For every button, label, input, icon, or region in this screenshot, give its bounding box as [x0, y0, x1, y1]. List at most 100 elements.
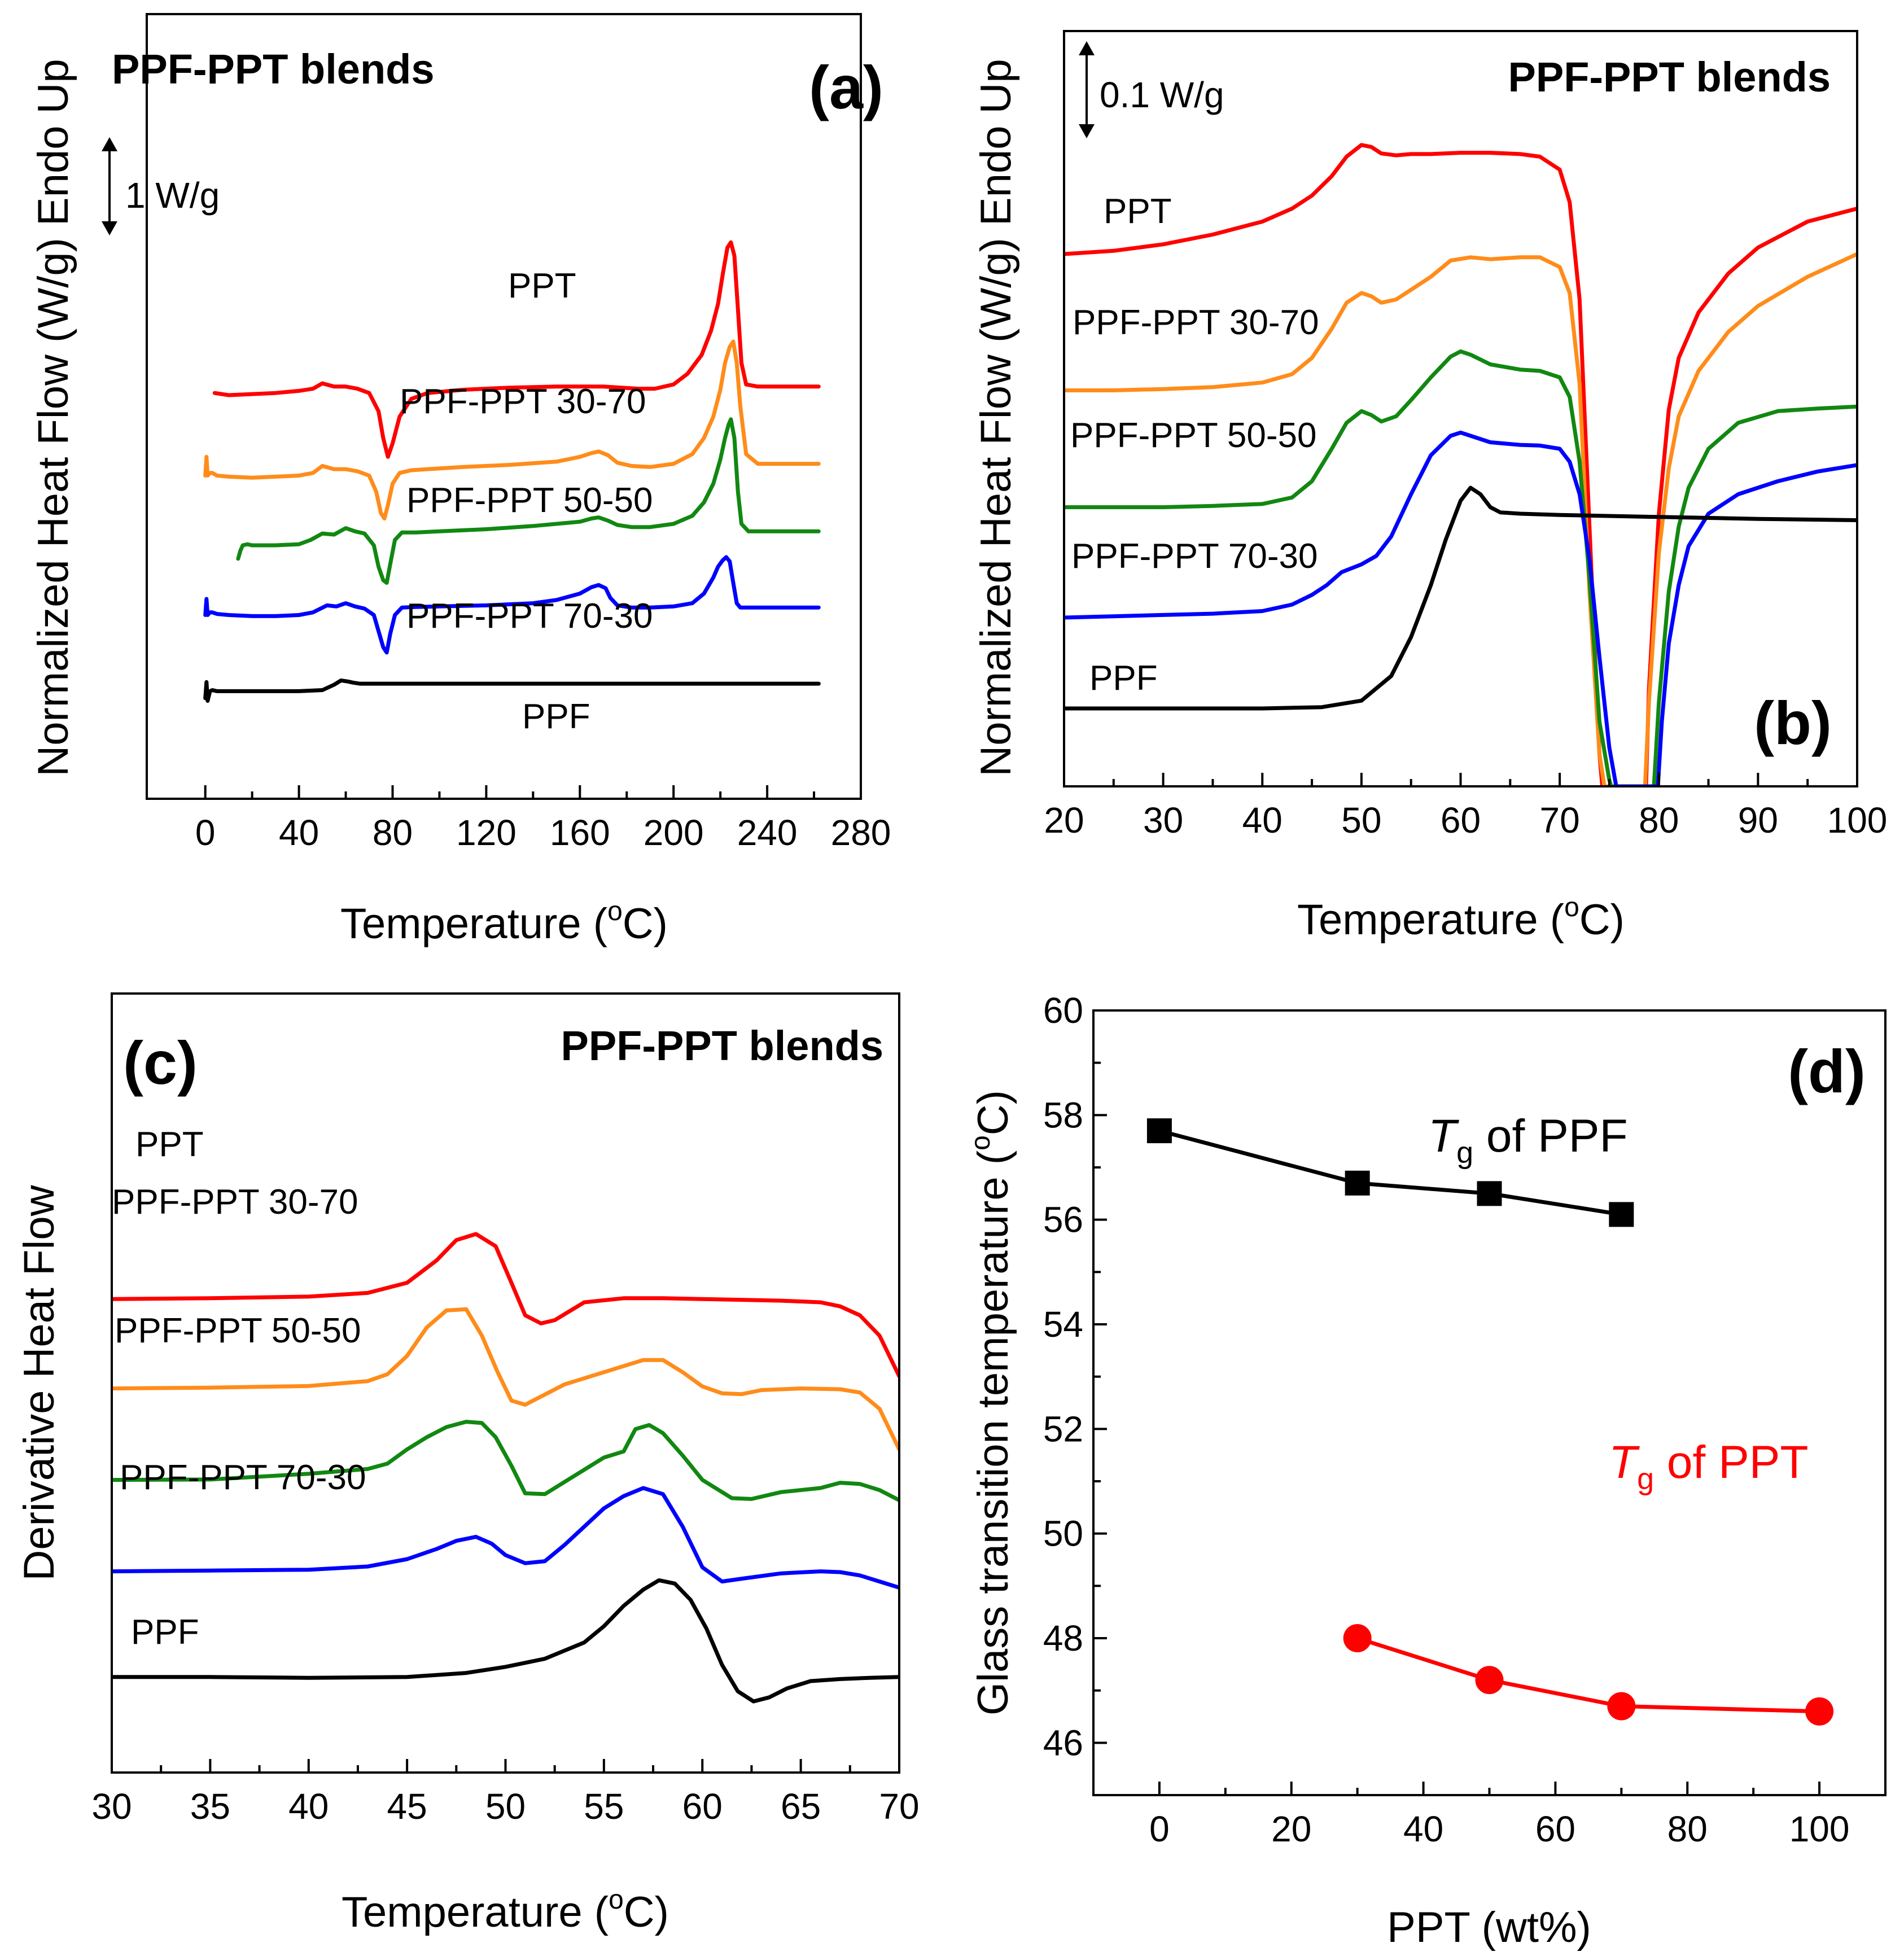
panel-a-label-7030: PPF-PPT 70-30: [406, 597, 653, 636]
panel-a-label-5050: PPF-PPT 50-50: [406, 481, 653, 520]
panel-b-xtick-label: 100: [1827, 800, 1888, 841]
panel-d-label-tg-ppf: Tg of PPF: [1428, 1110, 1628, 1170]
panel-b-label-7030: PPF-PPT 70-30: [1071, 537, 1318, 576]
panel-b-label-5050: PPF-PPT 50-50: [1070, 416, 1316, 455]
panel-a-xlabel: Temperature (oC): [340, 896, 668, 948]
panel-a-xtick-label: 240: [737, 812, 798, 853]
panel-d-ytick-label: 52: [1043, 1408, 1083, 1449]
panel-b-ticks: 20 30 40 50 60 70 80 90 100: [1044, 773, 1887, 841]
panel-a-label: (a): [809, 53, 883, 121]
panel-b-ylabel: Normalized Heat Flow (W/g) Endo Up: [972, 59, 1020, 776]
panel-c-label-3070: PPF-PPT 30-70: [112, 1183, 358, 1222]
panel-d-ylabel: Glass transition temperature (oC): [966, 1090, 1017, 1716]
panel-a-scale-label: 1 W/g: [125, 175, 220, 216]
panel-d-xtick-label: 0: [1149, 1809, 1170, 1849]
panel-b-xtick-label: 90: [1738, 800, 1778, 841]
panel-b: 20 30 40 50 60 70 80 90 100 PPF-PPT blends (b) 0…: [972, 30, 1887, 944]
panel-d-point-tg-ppf: [1477, 1181, 1502, 1206]
panel-c-label-ppf: PPF: [131, 1613, 199, 1652]
panel-c-xtick-label: 45: [387, 1786, 427, 1827]
panel-b-scale-label: 0.1 W/g: [1100, 75, 1224, 115]
panel-c-xtick-label: 55: [584, 1786, 624, 1827]
panel-a-xtick-label: 280: [831, 812, 891, 853]
panel-d-point-tg-ppt: [1607, 1692, 1636, 1721]
panel-c-xtick-label: 60: [682, 1786, 723, 1827]
panel-d-label: (d): [1788, 1037, 1866, 1105]
panel-d-ytick-label: 46: [1043, 1722, 1083, 1763]
panel-a-ylabel: Normalized Heat Flow (W/g) Endo Up: [29, 59, 77, 776]
panel-a-series-ppf: [203, 678, 821, 703]
panel-a-label-3070: PPF-PPT 30-70: [400, 382, 646, 421]
panel-d-point-tg-ppt: [1475, 1666, 1504, 1695]
panel-d-point-tg-ppt: [1805, 1697, 1834, 1726]
panel-a-xtick-label: 0: [195, 812, 216, 853]
panel-d-ytick-label: 54: [1043, 1304, 1083, 1345]
panel-c-xtick-label: 70: [879, 1786, 919, 1827]
panel-d-ytick-label: 56: [1043, 1200, 1083, 1240]
panel-b-xtick-label: 20: [1044, 800, 1084, 841]
panel-b-label-3070: PPF-PPT 30-70: [1073, 303, 1319, 342]
panel-b-scale-bar: 0.1 W/g: [1079, 41, 1224, 138]
panel-b-xtick-label: 80: [1639, 800, 1679, 841]
panel-a-label-ppf: PPF: [522, 697, 590, 736]
panel-b-title: PPF-PPT blends: [1508, 54, 1831, 100]
panel-c-series-ppt: [112, 1232, 899, 1379]
panel-d-label-tg-ppt: Tg of PPT: [1609, 1437, 1809, 1496]
panel-d-line-tg-ppt: [1356, 1636, 1820, 1714]
panel-c-label-5050: PPF-PPT 50-50: [115, 1311, 361, 1350]
panel-c-frame: [111, 992, 900, 1774]
panel-b-series-ppf-ppt-50-50: [1064, 349, 1857, 786]
panel-a-ticks: 0 40 80 120 160 200 240 280: [195, 785, 891, 853]
panel-b-label-ppf: PPF: [1089, 659, 1158, 698]
panel-d-xtick-label: 80: [1667, 1809, 1708, 1849]
panel-c-xtick-label: 40: [288, 1786, 329, 1827]
panel-d-ticks: 0 20 40 60 80 100 46 48 50 52 54 56 58 60: [1043, 990, 1887, 1849]
panel-c-xtick-label: 65: [781, 1786, 821, 1827]
panel-a-series-ppf-ppt-30-70: [203, 339, 821, 520]
panel-a-label-ppt: PPT: [508, 266, 576, 305]
panel-a-scale-bar: 1 W/g: [102, 137, 220, 235]
panel-a-curves: [203, 240, 821, 703]
panel-a-series-ppf-ppt-70-30: [203, 555, 821, 655]
panel-a-series-ppt: [212, 240, 821, 459]
panel-b-xtick-label: 70: [1540, 800, 1580, 841]
panel-a-series-ppf-ppt-50-50: [236, 417, 821, 585]
panel-d-ytick-label: 48: [1043, 1618, 1083, 1659]
panel-d-xtick-label: 100: [1789, 1809, 1850, 1849]
panel-b-series-ppt: [1064, 143, 1857, 786]
panel-b-label-ppt: PPT: [1104, 192, 1172, 231]
panel-c-ticks: 30 35 40 45 50 55 60 65 70: [91, 1759, 920, 1827]
panel-c-series-ppf: [112, 1578, 899, 1704]
panel-d-ytick-label: 50: [1043, 1513, 1083, 1554]
panel-b-curves: [1064, 143, 1857, 786]
panel-d-point-tg-ppt: [1343, 1624, 1372, 1652]
panel-d-xlabel: PPT (wt%): [1387, 1904, 1591, 1951]
panel-d: 0 20 40 60 80 100 46 48 50 52 54 56 58 60 (d) Tg of P…: [966, 990, 1887, 1951]
panel-d-curves: [1146, 1118, 1834, 1726]
panel-d-point-tg-ppf: [1345, 1170, 1370, 1196]
panel-d-ytick-label: 58: [1043, 1095, 1083, 1135]
panel-c-label: (c): [123, 1029, 198, 1097]
panel-c-ylabel: Derivative Heat Flow: [15, 1184, 63, 1581]
panel-d-line-tg-ppf: [1159, 1128, 1622, 1217]
panel-b-label: (b): [1754, 689, 1832, 757]
panel-a-xtick-label: 120: [456, 812, 517, 853]
panel-c-xlabel: Temperature (oC): [342, 1885, 669, 1936]
panel-c-xtick-label: 35: [190, 1786, 230, 1827]
panel-b-series-ppf-ppt-30-70: [1064, 252, 1857, 786]
panel-d-point-tg-ppf: [1146, 1118, 1172, 1144]
panel-b-xtick-label: 60: [1441, 800, 1481, 841]
panel-a-title: PPF-PPT blends: [112, 46, 435, 93]
panel-a-xtick-label: 160: [550, 812, 610, 853]
panel-d-ytick-label: 60: [1043, 990, 1083, 1031]
panel-b-xtick-label: 40: [1242, 800, 1283, 841]
panel-c-series-ppf-ppt-30-70: [112, 1307, 899, 1452]
panel-c-title: PPF-PPT blends: [561, 1022, 883, 1069]
panel-c-curves: [112, 1232, 899, 1704]
panel-b-xtick-label: 30: [1143, 800, 1183, 841]
panel-d-point-tg-ppf: [1609, 1202, 1634, 1227]
panel-d-xtick-label: 40: [1403, 1809, 1443, 1849]
panel-a-xtick-label: 200: [644, 812, 704, 853]
panel-c-xtick-label: 30: [91, 1786, 132, 1827]
